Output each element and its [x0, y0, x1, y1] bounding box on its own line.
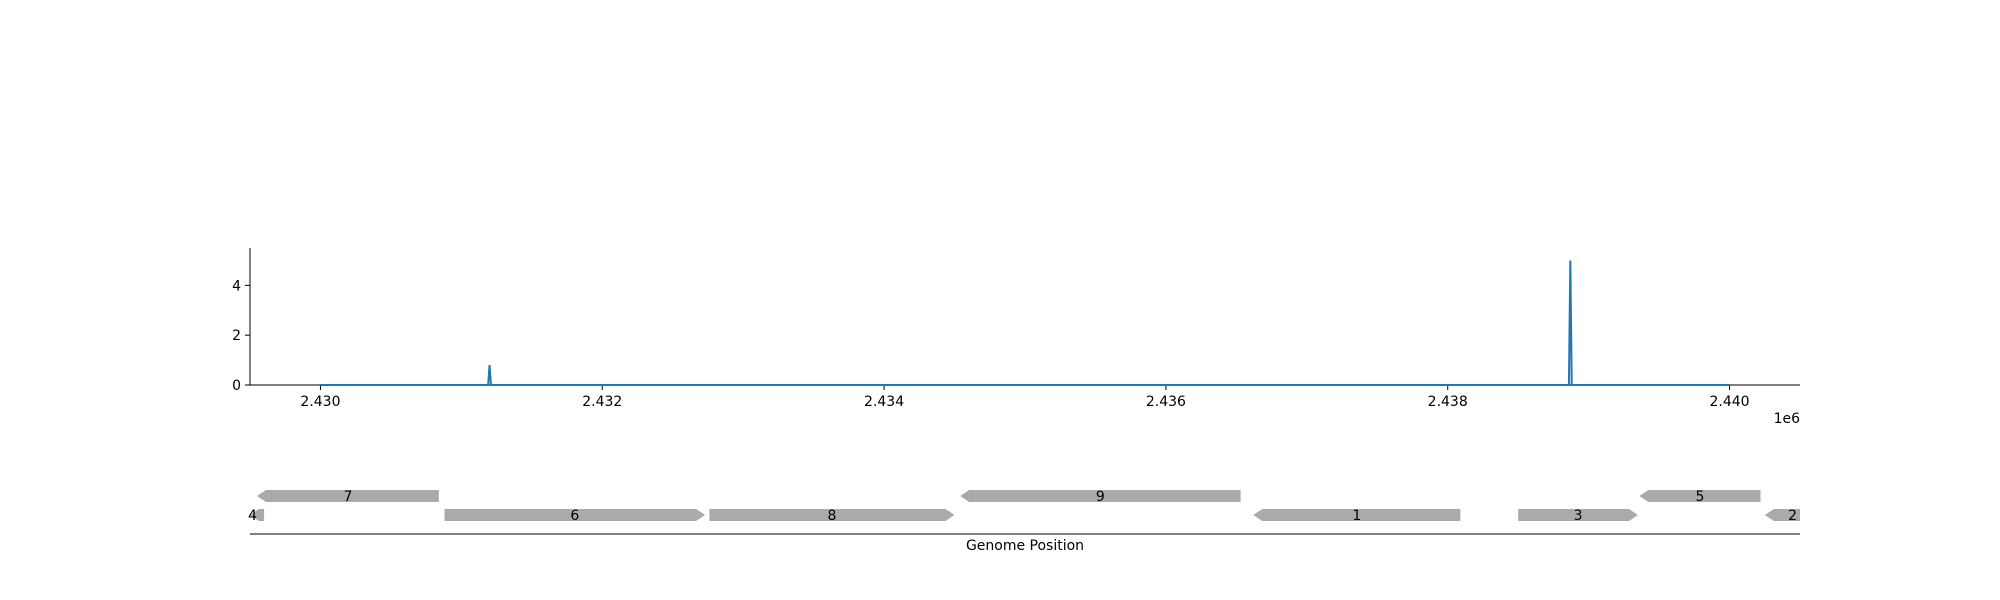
- gene-arrow: [444, 509, 706, 521]
- y-tick-label: 4: [232, 278, 241, 294]
- gene-label: 9: [1096, 489, 1105, 505]
- genome-position-label: Genome Position: [966, 538, 1084, 554]
- gene-label: 3: [1574, 508, 1583, 524]
- gene-label: 1: [1352, 508, 1361, 524]
- gene-arrow: [257, 490, 439, 502]
- x-tick-label: 2.440: [1709, 394, 1749, 410]
- gene-arrow: [1253, 509, 1461, 521]
- x-offset-label: 1e6: [1774, 411, 1801, 427]
- gene-arrow: [1764, 509, 1800, 521]
- series-line: [320, 260, 1730, 386]
- gene-label: 8: [827, 508, 836, 524]
- series-layer: [320, 260, 1730, 386]
- x-tick-label: 2.434: [864, 394, 904, 410]
- gene-arrow: [1639, 490, 1761, 502]
- gene-label: 6: [570, 508, 579, 524]
- gene-arrow: [709, 509, 955, 521]
- gene-label: 4: [248, 508, 257, 524]
- y-tick-label: 2: [232, 328, 241, 344]
- y-ticks: 0 2 4: [232, 278, 250, 394]
- gene-label: 2: [1788, 508, 1797, 524]
- y-tick-label: 0: [232, 378, 241, 394]
- gene-label: 7: [343, 489, 352, 505]
- gene-track: 4 7 6 8 9 1 3 5 2 Genome Position: [248, 489, 1800, 554]
- signal-plot: 0 2 4 2.430 2.432 2.434 2.436 2.438 2.440 1e6: [232, 248, 1800, 427]
- x-tick-label: 2.438: [1428, 394, 1468, 410]
- x-tick-label: 2.436: [1146, 394, 1186, 410]
- gene-arrow: [250, 509, 265, 521]
- genes-layer: 4 7 6 8 9 1 3 5 2: [248, 489, 1800, 524]
- x-tick-label: 2.430: [300, 394, 340, 410]
- gene-label: 5: [1695, 489, 1704, 505]
- x-ticks: 2.430 2.432 2.434 2.436 2.438 2.440: [300, 385, 1750, 410]
- gene-arrow: [960, 490, 1241, 502]
- x-tick-label: 2.432: [582, 394, 622, 410]
- gene-arrow: [1518, 509, 1638, 521]
